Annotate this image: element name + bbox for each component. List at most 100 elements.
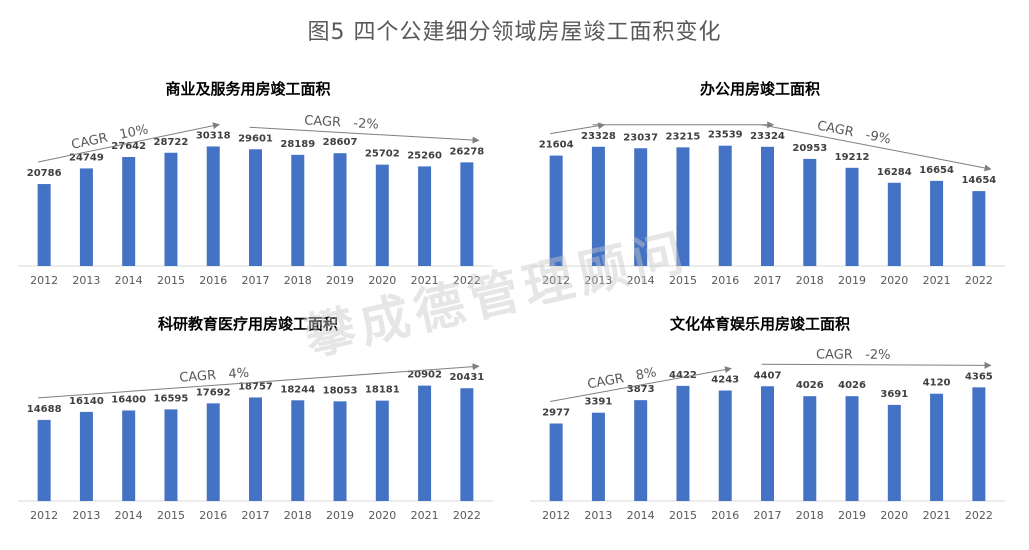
data-label: 25260 bbox=[407, 150, 442, 161]
cagr-arrow bbox=[761, 361, 992, 369]
chart-title: 科研教育医疗用房竣工面积 bbox=[158, 315, 338, 333]
bar bbox=[930, 180, 944, 266]
bar bbox=[122, 410, 136, 501]
chart-svg: 科研教育医疗用房竣工面积 14688 2012 16140 2013 16400 2014 1… bbox=[18, 315, 493, 522]
bar bbox=[634, 148, 648, 266]
x-tick-label: 2018 bbox=[796, 509, 824, 522]
x-tick-label: 2022 bbox=[965, 274, 993, 287]
chart-culture-sports-entertainment: 文化体育娱乐用房竣工面积 2977 2012 3391 2013 3873 2014 4422… bbox=[520, 305, 1020, 545]
data-label: 20953 bbox=[792, 143, 827, 154]
data-label: 4407 bbox=[754, 370, 782, 381]
x-tick-label: 2013 bbox=[584, 509, 612, 522]
data-label: 23324 bbox=[750, 131, 785, 142]
x-tick-label: 2021 bbox=[411, 274, 439, 287]
data-label: 23328 bbox=[581, 131, 616, 142]
x-tick-label: 2017 bbox=[242, 274, 270, 287]
cagr-arrow bbox=[249, 126, 480, 144]
cagr-label: CAGR 4% bbox=[179, 366, 250, 386]
x-tick-label: 2022 bbox=[965, 509, 993, 522]
x-tick-label: 2013 bbox=[584, 274, 612, 287]
x-tick-label: 2020 bbox=[880, 509, 908, 522]
bar bbox=[79, 411, 93, 501]
data-label: 23215 bbox=[666, 131, 701, 142]
data-label: 4120 bbox=[923, 378, 951, 389]
bar bbox=[887, 404, 901, 501]
bar bbox=[291, 400, 305, 501]
x-tick-label: 2017 bbox=[754, 274, 782, 287]
cagr-arrow bbox=[38, 122, 220, 163]
x-tick-label: 2014 bbox=[115, 509, 143, 522]
data-label: 16654 bbox=[919, 165, 954, 176]
data-label: 4026 bbox=[796, 380, 824, 391]
chart-svg: 商业及服务用房竣工面积 20786 2012 24749 2013 27642 2014 28… bbox=[18, 80, 493, 287]
x-tick-label: 2016 bbox=[711, 509, 739, 522]
x-tick-label: 2015 bbox=[157, 274, 185, 287]
data-label: 14688 bbox=[27, 404, 62, 415]
bar bbox=[333, 401, 347, 501]
bar bbox=[249, 397, 262, 501]
bar bbox=[845, 396, 859, 501]
data-label: 16595 bbox=[154, 393, 189, 404]
x-tick-label: 2019 bbox=[838, 509, 866, 522]
x-tick-label: 2020 bbox=[368, 274, 396, 287]
x-tick-label: 2014 bbox=[115, 274, 143, 287]
chart-svg: 文化体育娱乐用房竣工面积 2977 2012 3391 2013 3873 2014 4422… bbox=[530, 315, 1005, 522]
data-label: 25702 bbox=[365, 149, 400, 160]
bar bbox=[718, 390, 732, 501]
x-tick-label: 2022 bbox=[453, 274, 481, 287]
bar bbox=[845, 167, 859, 266]
data-label: 28607 bbox=[323, 137, 358, 148]
x-tick-label: 2016 bbox=[199, 509, 227, 522]
x-tick-label: 2012 bbox=[542, 274, 570, 287]
bar bbox=[761, 146, 774, 266]
data-label: 14654 bbox=[961, 175, 996, 186]
bar bbox=[79, 168, 93, 266]
cagr-arrow bbox=[550, 122, 606, 135]
data-label: 18181 bbox=[365, 385, 400, 396]
cagr-arrow bbox=[38, 363, 480, 399]
chart-title: 商业及服务用房竣工面积 bbox=[165, 80, 330, 98]
data-label: 19212 bbox=[835, 152, 870, 163]
data-label: 18244 bbox=[280, 384, 315, 395]
x-tick-label: 2019 bbox=[326, 274, 354, 287]
data-label: 4422 bbox=[669, 370, 697, 381]
data-label: 20902 bbox=[407, 370, 442, 381]
data-label: 28722 bbox=[154, 137, 189, 148]
bar bbox=[460, 162, 474, 266]
bar bbox=[972, 191, 986, 266]
bar bbox=[718, 145, 732, 266]
data-label: 30318 bbox=[196, 130, 231, 141]
x-tick-label: 2012 bbox=[30, 509, 58, 522]
bar bbox=[164, 409, 178, 501]
bar bbox=[122, 157, 136, 266]
data-label: 4365 bbox=[965, 371, 993, 382]
data-label: 16140 bbox=[69, 396, 104, 407]
data-label: 3873 bbox=[627, 384, 655, 395]
bar bbox=[37, 184, 51, 266]
x-tick-label: 2021 bbox=[923, 509, 951, 522]
chart-research-education-medical: 科研教育医疗用房竣工面积 14688 2012 16140 2013 16400 2014 1… bbox=[8, 305, 508, 545]
data-label: 29601 bbox=[238, 133, 273, 144]
x-tick-label: 2021 bbox=[411, 509, 439, 522]
data-label: 24749 bbox=[69, 152, 104, 163]
bar bbox=[887, 182, 901, 266]
bar bbox=[37, 419, 51, 501]
bar bbox=[591, 412, 605, 501]
data-label: 16400 bbox=[111, 394, 146, 405]
cagr-arrow bbox=[761, 124, 992, 172]
chart-title: 文化体育娱乐用房竣工面积 bbox=[670, 315, 850, 333]
bar bbox=[333, 153, 347, 266]
data-label: 26278 bbox=[449, 146, 484, 157]
bar bbox=[549, 155, 563, 266]
data-label: 28189 bbox=[280, 139, 315, 150]
x-tick-label: 2012 bbox=[30, 274, 58, 287]
x-tick-label: 2014 bbox=[627, 509, 655, 522]
bar bbox=[591, 146, 605, 266]
data-label: 3391 bbox=[584, 397, 612, 408]
data-label: 16284 bbox=[877, 167, 912, 178]
x-tick-label: 2020 bbox=[880, 274, 908, 287]
cagr-arrow bbox=[550, 366, 732, 402]
x-tick-label: 2019 bbox=[326, 509, 354, 522]
bar bbox=[206, 403, 220, 501]
chart-svg: 办公用房竣工面积 21604 2012 23328 2013 23037 2014 23215… bbox=[530, 80, 1005, 287]
